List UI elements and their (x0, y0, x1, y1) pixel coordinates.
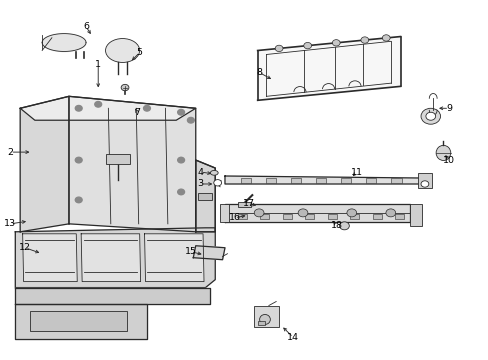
Bar (254, 306, 278, 328)
Bar (238, 214, 246, 219)
Bar (395, 214, 404, 219)
Circle shape (75, 105, 82, 111)
Circle shape (275, 45, 283, 51)
Polygon shape (20, 96, 195, 120)
Circle shape (213, 180, 221, 186)
Circle shape (360, 37, 368, 43)
Bar (290, 178, 301, 183)
Circle shape (177, 157, 184, 163)
Text: 10: 10 (443, 156, 454, 165)
Bar (409, 204, 422, 226)
Bar (105, 154, 130, 164)
Circle shape (143, 105, 150, 111)
Circle shape (75, 197, 82, 203)
Bar (258, 321, 265, 325)
Text: 18: 18 (330, 221, 343, 230)
Text: 17: 17 (243, 199, 255, 208)
Polygon shape (42, 42, 86, 51)
Bar (220, 204, 228, 222)
Polygon shape (81, 234, 141, 282)
Bar (237, 202, 251, 207)
Polygon shape (15, 303, 147, 339)
Text: 4: 4 (197, 167, 203, 176)
Polygon shape (144, 234, 203, 282)
Text: 11: 11 (350, 167, 362, 176)
Text: 6: 6 (83, 22, 89, 31)
Text: 9: 9 (446, 104, 451, 113)
Ellipse shape (105, 39, 140, 62)
Text: 2: 2 (7, 148, 13, 157)
Circle shape (420, 108, 440, 124)
Bar (30, 311, 127, 332)
Text: 16: 16 (228, 213, 240, 222)
Polygon shape (22, 234, 77, 282)
Bar (340, 178, 351, 183)
Polygon shape (195, 160, 215, 232)
Circle shape (95, 102, 102, 107)
Circle shape (339, 222, 348, 230)
Bar (350, 214, 359, 219)
Circle shape (298, 209, 307, 217)
Polygon shape (193, 246, 224, 260)
Bar (260, 214, 269, 219)
Bar (417, 173, 431, 188)
Bar (198, 193, 211, 200)
Circle shape (346, 209, 356, 217)
Circle shape (420, 181, 428, 187)
Bar (390, 178, 401, 183)
Polygon shape (224, 176, 424, 184)
Circle shape (332, 40, 340, 46)
Ellipse shape (259, 315, 270, 324)
Polygon shape (195, 160, 215, 232)
Polygon shape (15, 228, 215, 288)
Bar (327, 214, 336, 219)
Text: 7: 7 (134, 108, 140, 117)
Circle shape (425, 112, 435, 120)
Circle shape (254, 209, 264, 217)
Bar (365, 178, 376, 183)
Circle shape (385, 209, 395, 217)
Bar (265, 178, 276, 183)
Circle shape (75, 157, 82, 163)
Circle shape (121, 84, 129, 91)
Circle shape (187, 117, 194, 123)
Circle shape (303, 42, 311, 49)
Text: 3: 3 (197, 180, 203, 189)
Text: 1: 1 (95, 60, 101, 69)
Polygon shape (69, 96, 195, 232)
Bar (240, 178, 251, 183)
Text: 5: 5 (136, 48, 142, 57)
Circle shape (177, 189, 184, 195)
Ellipse shape (435, 145, 450, 161)
Polygon shape (42, 33, 86, 51)
Ellipse shape (210, 170, 218, 175)
Text: 12: 12 (19, 243, 31, 252)
Polygon shape (224, 204, 409, 222)
Bar (315, 178, 326, 183)
Bar (305, 214, 314, 219)
Bar (372, 214, 381, 219)
Text: 8: 8 (256, 68, 262, 77)
Polygon shape (257, 37, 400, 100)
Circle shape (177, 109, 184, 115)
Text: 13: 13 (4, 219, 17, 228)
Bar (283, 214, 291, 219)
Polygon shape (15, 288, 210, 303)
Polygon shape (20, 96, 69, 232)
Text: 14: 14 (286, 333, 299, 342)
Circle shape (382, 35, 389, 41)
Text: 15: 15 (184, 247, 197, 256)
